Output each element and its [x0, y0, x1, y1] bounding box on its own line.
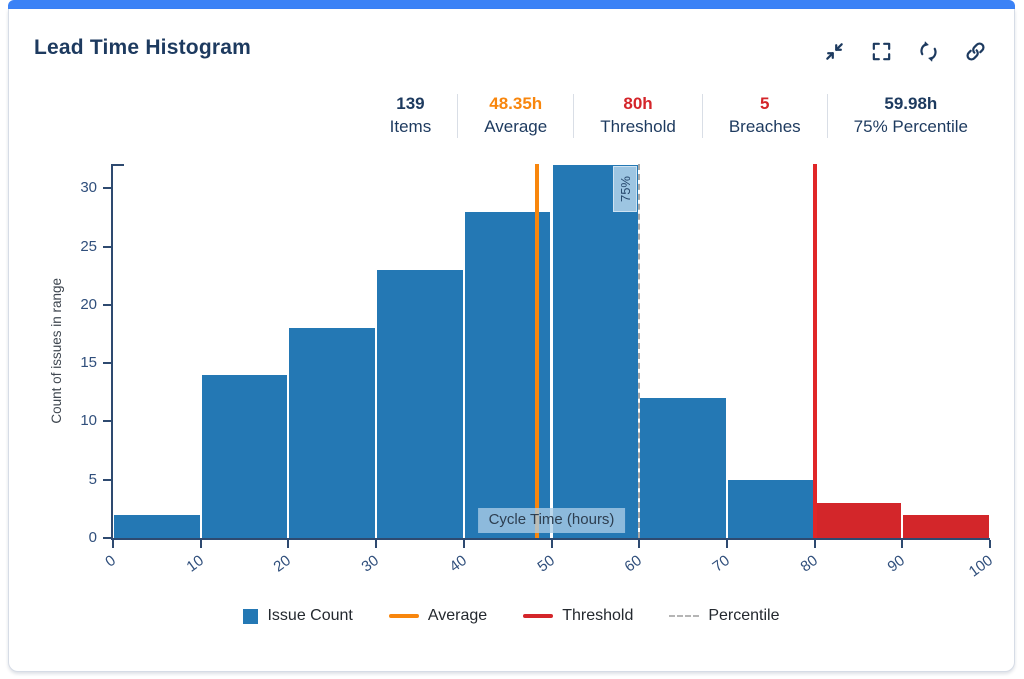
y-tick	[103, 303, 111, 306]
legend-label: Average	[427, 607, 488, 624]
legend-average[interactable]: Average	[388, 607, 488, 625]
chart: Count of issues in range 75% Cycle Time …	[49, 164, 996, 580]
bar-90-100[interactable]	[903, 514, 989, 538]
legend: Issue Count Average Threshold Percentile	[9, 607, 1014, 625]
y-tick-label: 5	[88, 470, 97, 488]
y-axis-top-cap	[111, 164, 124, 166]
lead-time-histogram-card: Lead Time Histogram 139 Items 48.35h Averag…	[8, 9, 1015, 672]
y-tick-label: 0	[88, 529, 97, 546]
stat-percentile: 59.98h 75% Percentile	[826, 94, 994, 138]
y-tick	[103, 478, 111, 481]
bar-50-60[interactable]	[552, 165, 639, 538]
stat-threshold: 80h Threshold	[573, 94, 702, 138]
stat-items-label: Items	[389, 117, 432, 136]
stat-breaches: 5 Breaches	[701, 94, 827, 138]
plot-area: 75% Cycle Time (hours) 0 10 20 30 40 50 60 70 80…	[80, 164, 996, 580]
legend-label: Percentile	[708, 607, 780, 624]
accent-bar	[8, 0, 1015, 9]
percentile-line	[638, 164, 641, 538]
y-tick	[103, 420, 111, 423]
x-tick	[813, 540, 816, 548]
legend-percentile[interactable]: Percentile	[669, 607, 780, 625]
stat-threshold-label: Threshold	[600, 117, 676, 136]
x-tick	[725, 540, 728, 548]
bar-10-20[interactable]	[201, 374, 288, 538]
percentile-badge-label: 75%	[617, 175, 633, 203]
y-axis-label-text: Count of issues in range	[48, 278, 64, 424]
x-tick-label: 40	[446, 552, 470, 576]
y-tick	[103, 187, 111, 190]
refresh-icon	[919, 40, 937, 62]
average-line	[535, 164, 540, 538]
x-tick-label: 10	[183, 552, 207, 576]
collapse-icon	[825, 42, 843, 60]
x-tick	[287, 540, 290, 548]
stat-breaches-value: 5	[760, 94, 770, 113]
stat-percentile-value: 59.98h	[884, 94, 938, 113]
y-tick-label: 30	[80, 179, 97, 197]
x-tick	[462, 540, 465, 548]
bar-0-10[interactable]	[114, 514, 200, 538]
x-tick	[638, 540, 641, 548]
x-tick	[989, 540, 991, 548]
x-tick-label: 100	[965, 552, 996, 581]
y-axis-label: Count of issues in range	[47, 164, 65, 538]
stat-breaches-label: Breaches	[728, 117, 801, 136]
y-tick	[103, 245, 111, 248]
fullscreen-button[interactable]	[868, 38, 894, 64]
y-tick-label: 15	[80, 354, 97, 372]
link-icon	[965, 41, 985, 61]
stats-row: 139 Items 48.35h Average 80h Threshold 5 Breach…	[9, 94, 1014, 138]
x-tick	[901, 540, 904, 548]
card-header: Lead Time Histogram	[9, 9, 1014, 64]
collapse-button[interactable]	[821, 38, 847, 64]
legend-label: Threshold	[562, 607, 634, 624]
percentile-badge: 75%	[613, 166, 638, 212]
x-tick-label: 80	[797, 552, 821, 576]
stat-items-value: 139	[396, 94, 425, 113]
x-tick	[112, 540, 114, 548]
legend-line-marker	[523, 614, 554, 618]
legend-line-marker	[388, 614, 419, 618]
x-tick-label: 50	[533, 552, 558, 576]
threshold-line	[812, 164, 817, 538]
x-tick-label: 20	[270, 552, 295, 576]
bar-70-80[interactable]	[727, 479, 814, 538]
x-axis-label: Cycle Time (hours)	[477, 508, 626, 533]
legend-threshold[interactable]: Threshold	[523, 607, 633, 625]
link-button[interactable]	[962, 38, 988, 64]
stat-percentile-label: 75% Percentile	[853, 117, 968, 136]
bar-30-40[interactable]	[377, 270, 463, 538]
bar-80-90[interactable]	[815, 503, 902, 538]
legend-label: Issue Count	[267, 607, 353, 624]
x-tick	[550, 540, 553, 548]
legend-issue-count[interactable]: Issue Count	[243, 607, 353, 625]
x-tick-label: 30	[358, 552, 383, 576]
stat-average-label: Average	[484, 117, 548, 136]
x-tick-label: 70	[709, 552, 733, 576]
fullscreen-icon	[872, 42, 890, 60]
y-tick-label: 20	[80, 295, 97, 313]
x-tick-label: 60	[621, 552, 646, 576]
legend-dash-marker	[669, 615, 700, 617]
y-tick	[103, 362, 111, 365]
y-tick-label: 25	[80, 237, 97, 255]
stat-average-value: 48.35h	[489, 94, 543, 113]
y-tick	[103, 537, 111, 539]
x-tick	[375, 540, 378, 548]
bar-60-70[interactable]	[640, 398, 726, 538]
page-title: Lead Time Histogram	[34, 36, 251, 59]
stat-average: 48.35h Average	[457, 94, 573, 138]
x-tick	[199, 540, 202, 548]
x-tick-label: 90	[884, 552, 909, 576]
stat-items: 139 Items	[364, 94, 458, 138]
bar-20-30[interactable]	[289, 328, 376, 538]
stat-threshold-value: 80h	[623, 94, 653, 113]
x-tick-label: 0	[102, 552, 119, 571]
legend-square-marker	[243, 608, 259, 624]
header-actions	[821, 33, 988, 64]
y-tick-label: 10	[80, 412, 97, 430]
refresh-button[interactable]	[915, 38, 941, 64]
